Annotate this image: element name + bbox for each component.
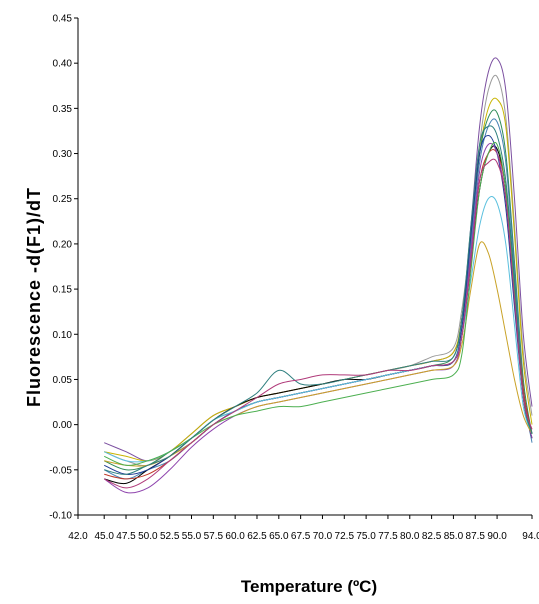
x-tick-label: 94.0 [522, 531, 539, 542]
y-tick-label: 0.20 [53, 239, 73, 250]
x-tick-label: 65.0 [269, 531, 289, 542]
x-tick-label: 80.0 [400, 531, 420, 542]
y-tick-label: -0.10 [49, 511, 72, 522]
x-axis-label: Temperature (ºC) [241, 577, 377, 596]
x-tick-label: 52.5 [160, 531, 180, 542]
series-line-9 [103, 142, 533, 494]
series-layer [103, 57, 533, 494]
y-tick-label: 0.40 [53, 59, 73, 70]
x-tick-label: 85.0 [444, 531, 464, 542]
x-tick-label: 55.0 [182, 531, 202, 542]
x-tick-label: 47.5 [116, 531, 136, 542]
y-tick-label: 0.05 [53, 375, 73, 386]
y-tick-label: 0.25 [53, 194, 73, 205]
x-tick-label: 45.0 [94, 531, 114, 542]
series-line-12 [103, 141, 533, 466]
x-tick-label: 87.5 [466, 531, 486, 542]
y-tick-label: 0.45 [53, 14, 73, 25]
x-tick-label: 82.5 [422, 531, 442, 542]
y-tick-label: 0.30 [53, 149, 73, 160]
x-tick-label: 50.0 [138, 531, 158, 542]
x-tick-label: 72.5 [335, 531, 355, 542]
y-ticks: -0.10 -0.05 0.00 0.05 0.10 0.15 0.20 0.25 0.30 0.… [49, 14, 78, 522]
x-tick-label: 70.0 [313, 531, 333, 542]
x-tick-label: 57.5 [204, 531, 224, 542]
x-tick-label: 62.5 [247, 531, 267, 542]
y-tick-label: 0.15 [53, 285, 73, 296]
axes-layer [77, 18, 532, 516]
x-ticks: 42.0 45.0 47.5 50.0 52.5 55.0 57.5 60.0 62.5 65.0… [68, 515, 539, 542]
x-tick-label: 75.0 [356, 531, 376, 542]
series-line-14 [103, 158, 533, 489]
y-tick-label: 0.35 [53, 104, 73, 115]
series-line-6 [104, 145, 533, 485]
x-tick-label: 77.5 [378, 531, 398, 542]
y-axis-label: Fluorescence -d(F1)/dT [24, 187, 44, 407]
series-line-7 [104, 149, 533, 480]
x-tick-label: 90.0 [487, 531, 507, 542]
y-tick-label: 0.10 [53, 330, 73, 341]
x-tick-label: 67.5 [291, 531, 311, 542]
x-tick-label: 60.0 [225, 531, 245, 542]
y-tick-label: -0.05 [49, 465, 72, 476]
x-tick-label: 42.0 [68, 531, 88, 542]
series-line-10 [103, 196, 533, 463]
y-tick-label: 0.00 [53, 420, 73, 431]
